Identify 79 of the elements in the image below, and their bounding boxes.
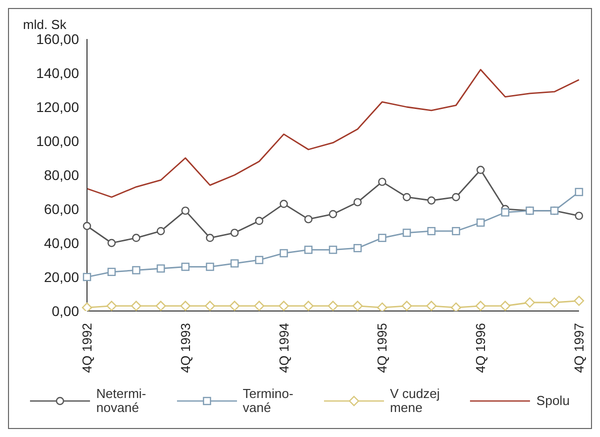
point <box>452 227 460 236</box>
point <box>450 302 462 311</box>
point <box>402 193 411 202</box>
line-series <box>86 68 580 198</box>
y-tick-label: 0,00 <box>52 302 80 319</box>
y-tick-label: 140,00 <box>36 64 80 81</box>
point <box>426 300 436 311</box>
point <box>108 238 116 248</box>
point <box>230 228 239 237</box>
point <box>303 300 314 311</box>
y-tick-label: 120,00 <box>36 98 80 115</box>
point <box>280 249 288 258</box>
point <box>156 300 166 311</box>
point <box>354 198 362 206</box>
point <box>255 216 264 225</box>
point <box>206 262 214 271</box>
legend-label: Termino- vané <box>242 386 294 415</box>
point <box>328 210 338 218</box>
y-tick-label: 20,00 <box>44 268 80 285</box>
point <box>427 196 436 205</box>
point <box>181 206 190 215</box>
point <box>106 300 117 311</box>
point <box>82 222 92 230</box>
point <box>230 259 239 268</box>
y-tick-label: 80,00 <box>44 166 80 183</box>
point <box>304 246 312 254</box>
legend-label: Spolu <box>536 393 570 408</box>
point <box>378 178 386 186</box>
point <box>476 300 486 311</box>
point <box>181 262 190 271</box>
point <box>402 300 412 311</box>
point <box>524 297 535 308</box>
point <box>180 300 190 311</box>
x-tick-label: 4Q 1995 <box>374 323 390 373</box>
point <box>377 302 388 311</box>
point <box>280 200 288 208</box>
point <box>278 300 289 311</box>
point <box>574 212 584 220</box>
point <box>328 300 338 311</box>
point <box>549 297 560 308</box>
point <box>206 234 214 242</box>
x-tick-label: 4Q 1997 <box>572 323 586 373</box>
point <box>378 234 386 242</box>
y-tick-label: 100,00 <box>36 132 80 149</box>
point <box>230 300 240 311</box>
y-tick-label: 40,00 <box>44 234 80 251</box>
point <box>304 215 312 224</box>
point <box>156 227 165 236</box>
point <box>82 302 92 311</box>
legend-label: V cudzej mene <box>390 386 440 415</box>
point <box>255 256 264 264</box>
point <box>132 234 140 242</box>
y-tick-label: 60,00 <box>44 200 80 217</box>
point <box>82 272 92 282</box>
y-tick-label: 160,00 <box>36 30 80 47</box>
point <box>574 296 584 306</box>
point <box>204 300 216 311</box>
legend-label: Netermi- nované <box>96 386 146 415</box>
x-tick-label: 4Q 1996 <box>473 323 488 373</box>
point <box>132 266 140 274</box>
point <box>476 166 485 174</box>
point <box>476 218 485 227</box>
point <box>131 300 142 311</box>
point <box>574 188 584 196</box>
point <box>452 193 460 202</box>
point <box>354 244 362 252</box>
y-axis-title: mld. Sk <box>23 17 66 32</box>
point <box>156 264 165 273</box>
point <box>352 300 363 311</box>
point <box>108 268 116 276</box>
x-tick-label: 4Q 1993 <box>178 323 193 373</box>
point <box>427 227 436 236</box>
x-tick-label: 4Q 1992 <box>80 323 94 373</box>
x-tick-label: 4Q 1994 <box>276 323 292 373</box>
point <box>501 208 510 216</box>
point <box>402 228 411 237</box>
point <box>328 246 338 254</box>
point <box>500 300 510 311</box>
point <box>254 300 264 311</box>
